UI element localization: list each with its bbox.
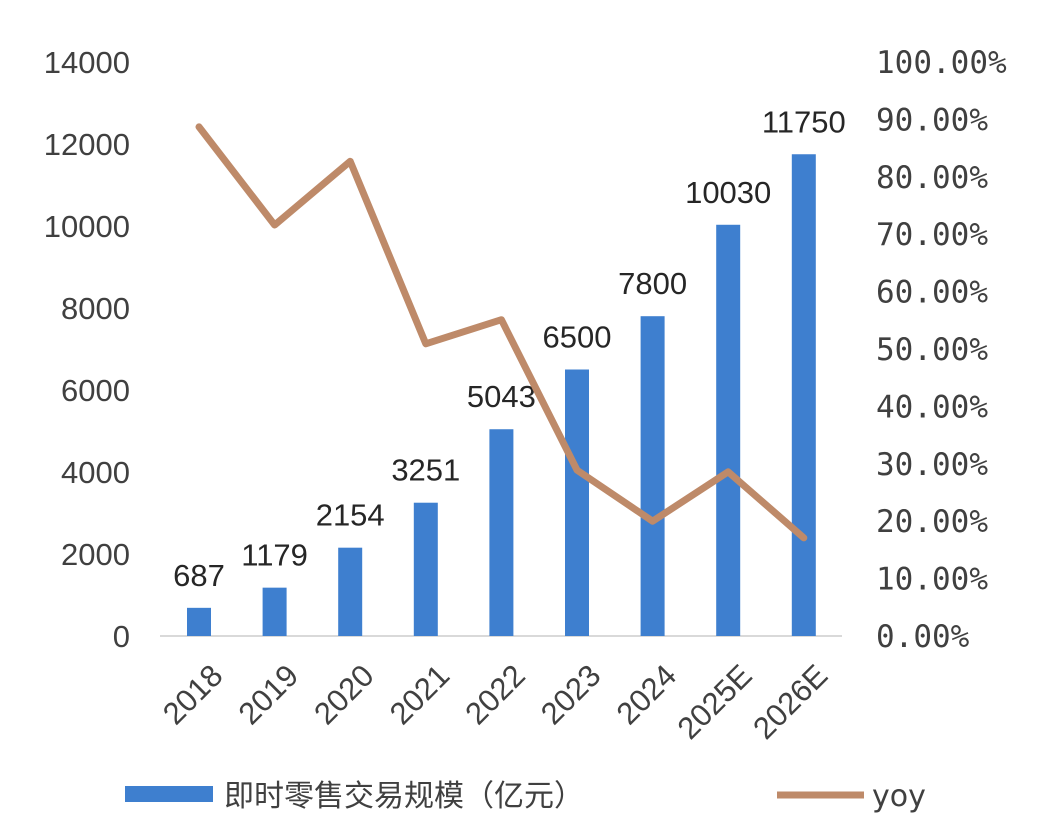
left-axis-tick-label: 14000: [44, 45, 130, 80]
bar: [262, 587, 287, 636]
x-axis-tick-label: 2025E: [671, 658, 759, 746]
x-axis-tick-label: 2021: [383, 658, 457, 732]
bar: [489, 429, 514, 636]
legend-bar-label: 即时零售交易规模（亿元）: [224, 779, 584, 814]
x-axis-tick-label: 2018: [156, 658, 230, 732]
right-axis-tick-label: 20.00%: [876, 504, 988, 540]
left-axis-tick-label: 2000: [61, 537, 130, 572]
x-axis-tick-label: 2023: [534, 658, 608, 732]
left-axis-tick-label: 10000: [44, 209, 130, 244]
data-label: 7800: [618, 266, 687, 301]
right-axis-tick-label: 90.00%: [876, 102, 988, 138]
bar: [413, 502, 438, 636]
legend: 即时零售交易规模（亿元） yoy: [125, 779, 926, 814]
bar: [791, 154, 816, 636]
right-axis-tick-label: 60.00%: [876, 275, 988, 311]
left-axis-tick-label: 4000: [61, 455, 130, 490]
legend-line-label: yoy: [872, 779, 926, 814]
yoy-line: [195, 123, 808, 542]
data-label: 10030: [685, 175, 771, 210]
data-label: 11750: [762, 104, 846, 139]
data-label: 6500: [543, 320, 612, 355]
data-label: 5043: [467, 379, 536, 414]
right-axis-tick-label: 80.00%: [876, 160, 988, 196]
left-axis-tick-label: 12000: [44, 127, 130, 162]
bar: [640, 316, 665, 636]
bar: [187, 607, 211, 636]
right-axis-tick-label: 100.00%: [876, 45, 1007, 81]
right-axis-tick-label: 50.00%: [876, 332, 988, 368]
right-axis-tick-label: 70.00%: [876, 217, 988, 253]
right-axis-tick-label: 40.00%: [876, 389, 988, 425]
left-axis-tick-label: 0: [113, 619, 130, 654]
x-axis-tick-label: 2026E: [746, 658, 834, 746]
legend-bar-swatch: [125, 786, 213, 802]
bar: [338, 547, 363, 636]
right-axis-tick-label: 0.00%: [876, 619, 970, 655]
data-label: 687: [173, 558, 225, 593]
data-label: 3251: [391, 453, 460, 488]
left-axis-tick-label: 6000: [61, 373, 130, 408]
right-axis-tick-label: 30.00%: [876, 447, 988, 483]
data-label: 2154: [316, 498, 385, 533]
data-label: 1179: [241, 538, 308, 573]
left-axis-tick-label: 8000: [61, 291, 130, 326]
bar: [565, 369, 589, 636]
x-axis-tick-label: 2020: [307, 658, 381, 732]
bar: [716, 224, 741, 636]
x-axis-tick-label: 2019: [232, 658, 306, 732]
right-axis-tick-label: 10.00%: [876, 562, 988, 598]
x-axis-tick-label: 2022: [458, 658, 532, 732]
